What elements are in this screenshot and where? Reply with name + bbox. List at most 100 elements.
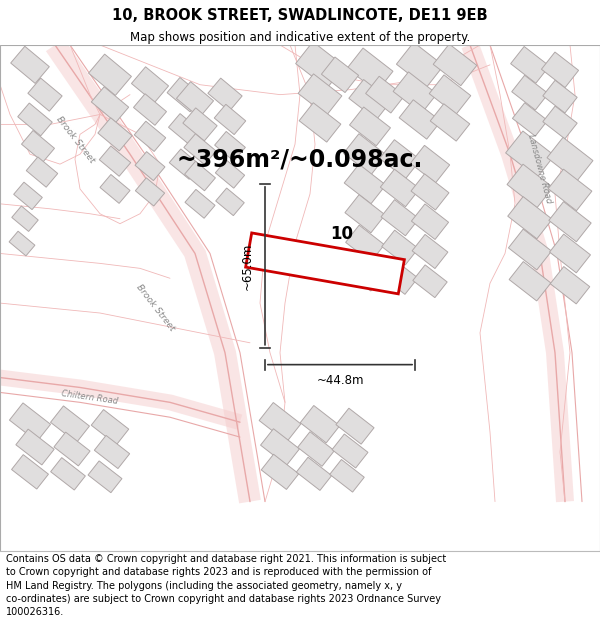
Polygon shape	[185, 189, 215, 218]
Polygon shape	[300, 406, 340, 443]
Polygon shape	[185, 161, 215, 191]
Polygon shape	[296, 458, 332, 491]
Polygon shape	[393, 72, 437, 113]
Polygon shape	[346, 256, 383, 291]
Polygon shape	[550, 266, 590, 304]
Polygon shape	[46, 39, 261, 503]
Text: ~65.0m: ~65.0m	[241, 242, 254, 289]
Polygon shape	[349, 79, 391, 119]
Polygon shape	[381, 199, 419, 236]
Text: Contains OS data © Crown copyright and database right 2021. This information is : Contains OS data © Crown copyright and d…	[6, 554, 446, 617]
Polygon shape	[14, 182, 43, 209]
Polygon shape	[215, 160, 245, 188]
Polygon shape	[299, 102, 341, 142]
Polygon shape	[298, 74, 342, 116]
Polygon shape	[183, 108, 217, 141]
Polygon shape	[508, 197, 552, 239]
Polygon shape	[11, 46, 49, 83]
Polygon shape	[167, 78, 203, 112]
Polygon shape	[98, 118, 132, 151]
Polygon shape	[399, 100, 441, 139]
Polygon shape	[511, 46, 550, 83]
Text: 10: 10	[330, 224, 353, 243]
Text: Lansdowne Road: Lansdowne Road	[526, 134, 554, 204]
Polygon shape	[169, 114, 202, 145]
Polygon shape	[350, 107, 391, 146]
Polygon shape	[347, 48, 393, 92]
Polygon shape	[216, 188, 244, 216]
Polygon shape	[88, 461, 122, 492]
Polygon shape	[365, 76, 404, 113]
Polygon shape	[543, 80, 577, 113]
Polygon shape	[135, 152, 165, 181]
Polygon shape	[136, 177, 164, 206]
Polygon shape	[99, 146, 131, 176]
Polygon shape	[91, 409, 129, 445]
Polygon shape	[176, 82, 214, 118]
Text: Map shows position and indicative extent of the property.: Map shows position and indicative extent…	[130, 31, 470, 44]
Polygon shape	[412, 234, 448, 269]
Polygon shape	[413, 265, 447, 298]
Polygon shape	[26, 157, 58, 188]
Polygon shape	[50, 406, 89, 442]
Polygon shape	[380, 139, 421, 179]
Polygon shape	[512, 102, 548, 136]
Polygon shape	[412, 204, 449, 239]
Polygon shape	[336, 408, 374, 444]
Polygon shape	[184, 134, 216, 164]
Polygon shape	[346, 225, 385, 262]
Text: 10, BROOK STREET, SWADLINCOTE, DE11 9EB: 10, BROOK STREET, SWADLINCOTE, DE11 9EB	[112, 8, 488, 23]
Polygon shape	[245, 233, 404, 294]
Polygon shape	[380, 169, 419, 207]
Polygon shape	[133, 94, 167, 125]
Polygon shape	[12, 206, 38, 231]
Polygon shape	[50, 458, 85, 490]
Polygon shape	[0, 369, 242, 430]
Polygon shape	[433, 44, 477, 86]
Polygon shape	[54, 432, 90, 466]
Polygon shape	[543, 106, 577, 139]
Polygon shape	[91, 87, 128, 123]
Polygon shape	[332, 434, 368, 468]
Text: ~44.8m: ~44.8m	[316, 374, 364, 387]
Polygon shape	[215, 131, 245, 161]
Polygon shape	[410, 146, 449, 183]
Polygon shape	[260, 429, 299, 466]
Polygon shape	[298, 432, 334, 466]
Polygon shape	[10, 403, 50, 441]
Polygon shape	[382, 260, 418, 294]
Polygon shape	[547, 138, 593, 181]
Polygon shape	[296, 42, 344, 88]
Polygon shape	[261, 454, 299, 489]
Polygon shape	[214, 104, 246, 134]
Polygon shape	[169, 149, 201, 179]
Polygon shape	[345, 194, 385, 233]
Polygon shape	[548, 169, 592, 211]
Polygon shape	[461, 42, 574, 503]
Text: Brook Street: Brook Street	[54, 114, 96, 164]
Polygon shape	[131, 67, 169, 102]
Polygon shape	[397, 42, 443, 88]
Polygon shape	[550, 234, 590, 273]
Polygon shape	[541, 52, 578, 88]
Polygon shape	[134, 121, 166, 151]
Polygon shape	[512, 75, 548, 110]
Text: ~396m²/~0.098ac.: ~396m²/~0.098ac.	[177, 147, 423, 171]
Polygon shape	[382, 230, 418, 265]
Polygon shape	[411, 174, 449, 210]
Polygon shape	[430, 104, 470, 141]
Polygon shape	[208, 78, 242, 111]
Polygon shape	[508, 229, 551, 270]
Polygon shape	[94, 436, 130, 469]
Polygon shape	[18, 103, 52, 136]
Polygon shape	[322, 57, 359, 92]
Polygon shape	[9, 231, 35, 256]
Polygon shape	[344, 134, 386, 174]
Polygon shape	[509, 261, 551, 301]
Polygon shape	[506, 131, 554, 178]
Polygon shape	[16, 429, 54, 465]
Polygon shape	[11, 454, 49, 489]
Polygon shape	[89, 54, 131, 96]
Polygon shape	[549, 202, 591, 242]
Polygon shape	[344, 164, 386, 204]
